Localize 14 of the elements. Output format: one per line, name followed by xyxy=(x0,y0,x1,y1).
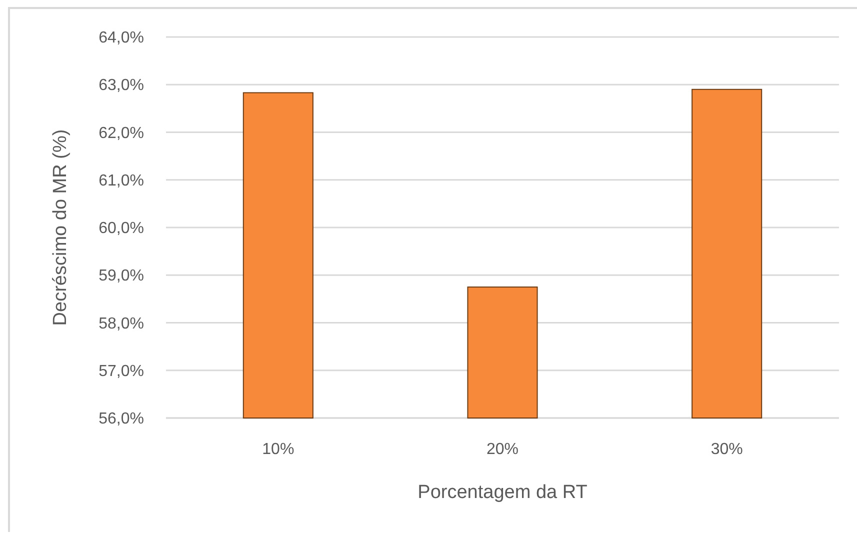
x-axis-title: Porcentagem da RT xyxy=(418,482,588,503)
y-tick-label: 58,0% xyxy=(98,315,144,332)
y-tick-label: 62,0% xyxy=(98,124,144,142)
y-tick-label: 56,0% xyxy=(98,410,144,428)
x-tick-label: 30% xyxy=(710,441,743,458)
y-tick-label: 57,0% xyxy=(98,362,144,380)
y-tick-label: 64,0% xyxy=(98,30,144,47)
y-tick-label: 63,0% xyxy=(98,77,144,94)
x-tick-label: 20% xyxy=(486,441,519,458)
x-tick-label: 10% xyxy=(262,441,294,458)
y-tick-label: 61,0% xyxy=(98,172,144,190)
y-tick-label: 59,0% xyxy=(98,268,144,285)
y-axis-title: Decréscimo do MR (%) xyxy=(50,129,71,326)
y-tick-label: 60,0% xyxy=(98,220,144,238)
